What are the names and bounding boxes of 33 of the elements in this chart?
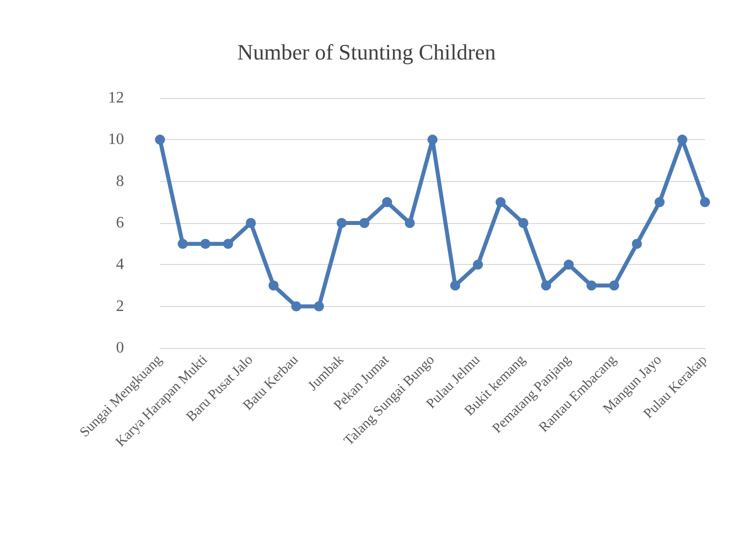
- point: [496, 197, 506, 208]
- point: [677, 134, 688, 145]
- point: [450, 280, 460, 290]
- y-tick-label: 0: [116, 340, 124, 356]
- y-tick-label: 4: [116, 256, 124, 274]
- point: [336, 218, 347, 228]
- point: [518, 218, 528, 228]
- point: [472, 260, 483, 270]
- y-tick-label: 10: [108, 131, 124, 148]
- point: [564, 260, 574, 270]
- y-tick-label: 12: [108, 90, 124, 106]
- point: [654, 197, 665, 208]
- point: [541, 280, 552, 290]
- point: [200, 238, 210, 249]
- point: [314, 301, 324, 312]
- point: [155, 134, 165, 145]
- point: [700, 197, 710, 208]
- point: [291, 301, 302, 312]
- point: [404, 218, 415, 228]
- point: [428, 134, 438, 145]
- y-tick-label: 6: [116, 214, 124, 232]
- point: [178, 238, 188, 249]
- point: [586, 280, 596, 290]
- point: [246, 218, 256, 228]
- point: [268, 280, 279, 290]
- point: [359, 218, 370, 228]
- point: [609, 280, 620, 290]
- y-tick-label: 8: [116, 172, 124, 190]
- point: [223, 238, 234, 249]
- chart-title: Number of Stunting Children: [237, 40, 496, 64]
- y-tick-label: 2: [116, 298, 124, 315]
- point: [632, 238, 642, 249]
- point: [382, 197, 392, 208]
